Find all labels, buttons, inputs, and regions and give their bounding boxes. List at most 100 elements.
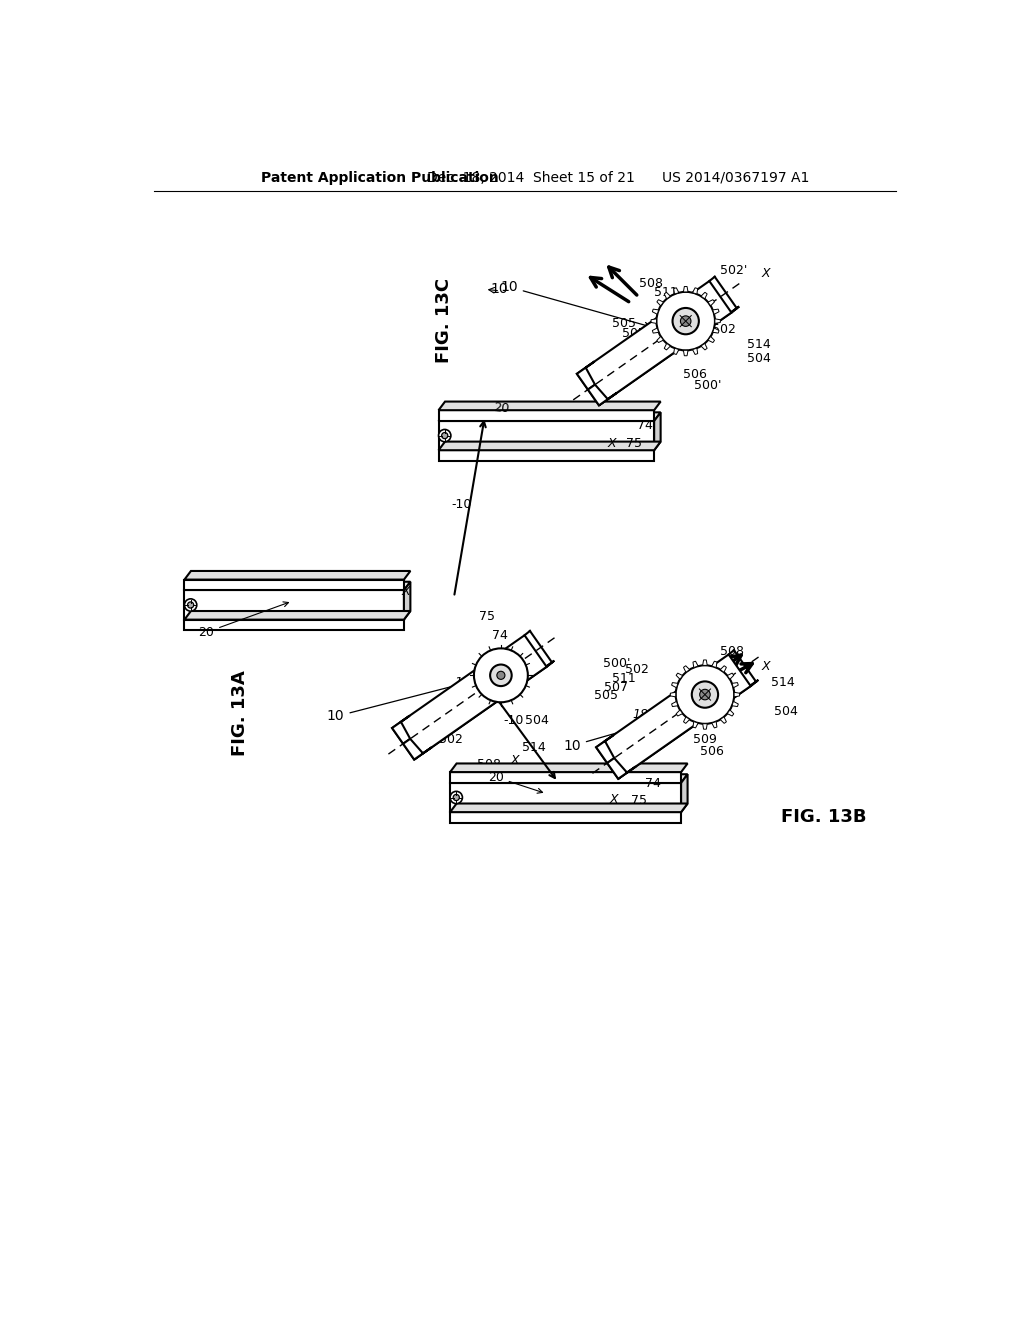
Polygon shape	[671, 692, 676, 697]
Polygon shape	[451, 804, 687, 812]
Text: X: X	[401, 585, 411, 598]
Circle shape	[441, 433, 447, 438]
Polygon shape	[708, 337, 715, 343]
Circle shape	[692, 681, 718, 708]
Text: 500': 500'	[416, 723, 443, 737]
Polygon shape	[712, 722, 717, 727]
Circle shape	[184, 599, 197, 611]
Circle shape	[474, 648, 527, 702]
Text: 506: 506	[508, 653, 531, 667]
Text: 508: 508	[477, 758, 501, 771]
Polygon shape	[599, 306, 739, 405]
Polygon shape	[681, 775, 687, 812]
Text: 74: 74	[637, 418, 653, 432]
Text: FIG. 13C: FIG. 13C	[435, 277, 453, 363]
Text: 20: 20	[487, 771, 543, 793]
Polygon shape	[693, 722, 698, 727]
Polygon shape	[701, 343, 708, 350]
Polygon shape	[184, 572, 411, 579]
Polygon shape	[184, 611, 411, 619]
Text: X: X	[608, 437, 616, 450]
Text: 502: 502	[625, 663, 649, 676]
Text: -10: -10	[452, 499, 472, 511]
Polygon shape	[652, 309, 658, 314]
Polygon shape	[607, 758, 636, 779]
Circle shape	[699, 689, 711, 700]
Polygon shape	[674, 348, 679, 355]
Polygon shape	[676, 673, 683, 680]
Circle shape	[680, 315, 691, 326]
Text: 507: 507	[604, 681, 628, 694]
Text: FIG. 13A: FIG. 13A	[230, 671, 249, 755]
Text: 504: 504	[746, 352, 770, 366]
Polygon shape	[184, 590, 403, 619]
Text: 10: 10	[327, 681, 465, 723]
Text: X: X	[762, 268, 771, 280]
Polygon shape	[184, 582, 411, 590]
Polygon shape	[732, 701, 738, 706]
Circle shape	[451, 792, 463, 804]
Text: 18: 18	[633, 708, 648, 721]
Text: X: X	[762, 660, 771, 673]
Text: 505: 505	[611, 317, 636, 330]
Polygon shape	[732, 682, 738, 688]
Polygon shape	[451, 763, 687, 772]
Polygon shape	[652, 327, 658, 333]
Text: 74: 74	[493, 630, 508, 643]
Polygon shape	[665, 292, 671, 298]
Text: -10: -10	[503, 714, 523, 727]
Text: 506: 506	[700, 744, 724, 758]
Polygon shape	[438, 411, 654, 421]
Polygon shape	[683, 286, 688, 292]
Polygon shape	[734, 692, 739, 697]
Text: 500': 500'	[603, 657, 631, 671]
Text: US 2014/0367197 A1: US 2014/0367197 A1	[662, 170, 809, 185]
Circle shape	[676, 665, 734, 723]
Text: 514: 514	[746, 338, 770, 351]
Polygon shape	[588, 384, 616, 405]
Text: 508: 508	[639, 277, 663, 289]
Polygon shape	[451, 775, 687, 783]
Text: 18: 18	[454, 676, 470, 689]
Text: 502: 502	[438, 733, 463, 746]
Circle shape	[656, 292, 715, 350]
Polygon shape	[702, 723, 708, 729]
Text: 20: 20	[199, 602, 289, 639]
Polygon shape	[713, 327, 719, 333]
Text: 514: 514	[521, 741, 546, 754]
Polygon shape	[438, 412, 660, 421]
Text: 10: 10	[563, 717, 670, 752]
Polygon shape	[672, 701, 678, 706]
Text: FIG. 13B: FIG. 13B	[781, 808, 866, 826]
Circle shape	[187, 602, 194, 609]
Polygon shape	[438, 401, 660, 411]
Polygon shape	[727, 673, 734, 680]
Polygon shape	[693, 661, 698, 668]
Polygon shape	[672, 682, 678, 688]
Text: 10: 10	[500, 280, 650, 327]
Text: 500': 500'	[694, 379, 722, 392]
Polygon shape	[720, 665, 726, 672]
Circle shape	[438, 429, 451, 442]
Polygon shape	[392, 635, 547, 759]
Polygon shape	[727, 710, 734, 715]
Text: 75: 75	[478, 610, 495, 623]
Polygon shape	[702, 660, 708, 665]
Polygon shape	[692, 288, 697, 294]
Text: 75: 75	[627, 437, 642, 450]
Text: 511: 511	[611, 672, 636, 685]
Polygon shape	[654, 412, 660, 450]
Circle shape	[673, 308, 698, 334]
Polygon shape	[577, 362, 595, 389]
Polygon shape	[708, 300, 715, 306]
Text: 514: 514	[771, 676, 795, 689]
Polygon shape	[683, 717, 689, 723]
Polygon shape	[392, 715, 411, 743]
Text: 20: 20	[493, 401, 509, 416]
Polygon shape	[715, 319, 720, 323]
Polygon shape	[438, 442, 660, 450]
Polygon shape	[683, 665, 689, 672]
Polygon shape	[403, 582, 411, 619]
Text: 507: 507	[622, 327, 646, 341]
Polygon shape	[577, 281, 731, 405]
